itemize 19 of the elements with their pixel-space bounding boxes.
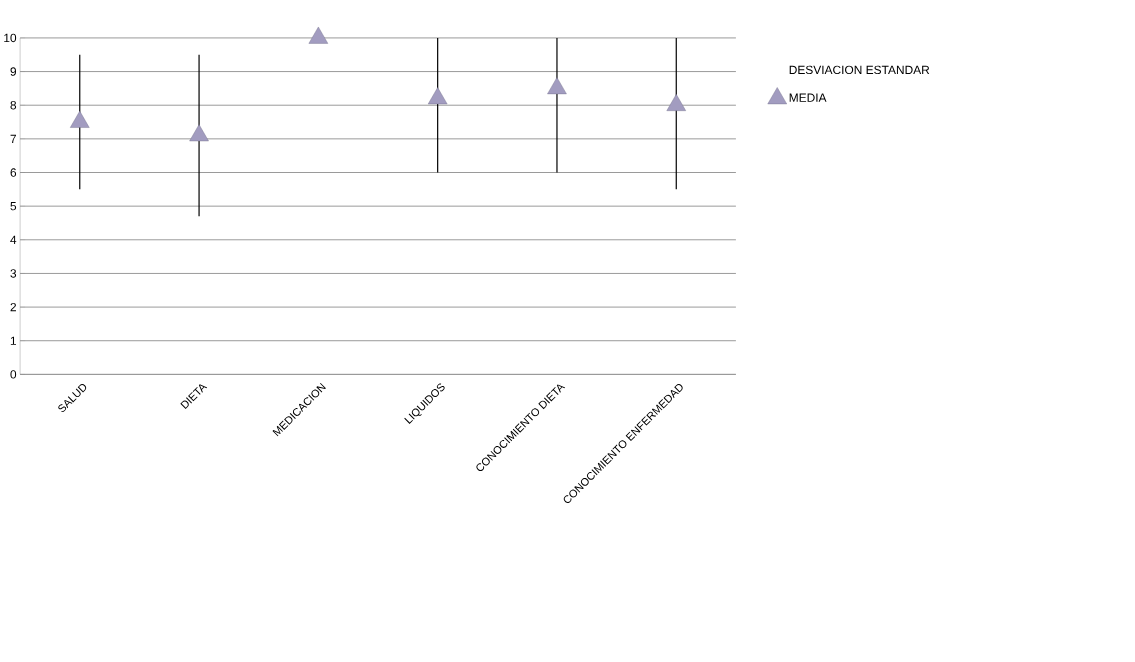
y-tick-label: 10 — [4, 33, 17, 43]
y-tick-label: 9 — [10, 67, 17, 76]
legend-label: MEDIA — [789, 93, 827, 102]
point — [308, 26, 329, 44]
y-tick-label: 2 — [10, 302, 16, 312]
y-tick-label: 7 — [10, 134, 16, 144]
y-tick-label: 5 — [10, 202, 17, 211]
y-tick-label: 0 — [10, 370, 17, 379]
y-tick-label: 8 — [10, 101, 17, 110]
legend-title: DESVIACION ESTANDAR — [789, 65, 930, 75]
y-tick-label: 3 — [10, 269, 17, 278]
y-tick-label: 1 — [10, 336, 17, 345]
y-tick-label: 4 — [10, 235, 17, 244]
point — [70, 110, 90, 128]
point — [427, 87, 448, 105]
point — [189, 124, 209, 142]
point — [666, 94, 686, 111]
y-tick-label: 6 — [10, 168, 17, 177]
point — [547, 77, 567, 95]
